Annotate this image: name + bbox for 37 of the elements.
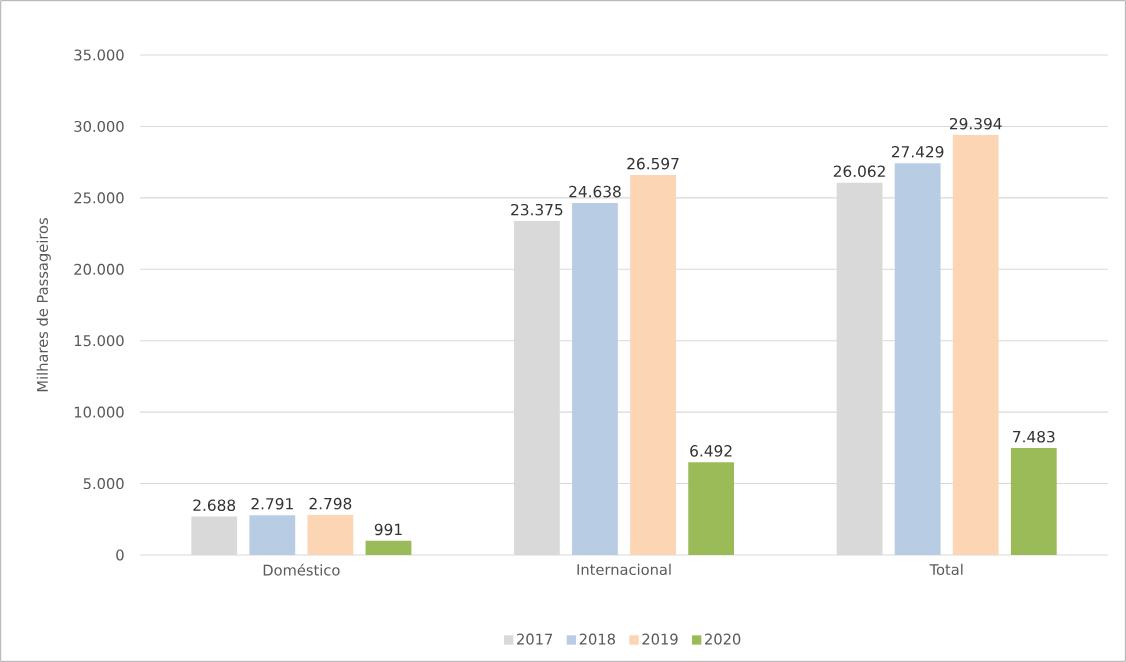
y-tick-label: 0 [116, 549, 124, 561]
bar [1010, 448, 1057, 555]
legend-label: 2017 [517, 633, 553, 645]
data-label: 2.791 [251, 497, 293, 510]
data-label: 6.492 [690, 445, 732, 457]
legend-label: 2019 [642, 633, 678, 645]
y-tick-label: 20.000 [74, 263, 124, 275]
y-tick-label: 10.000 [74, 406, 124, 418]
y-axis-title: Milhares de Passageiros [36, 218, 51, 392]
data-label: 27.429 [891, 145, 944, 158]
bar [630, 175, 676, 555]
x-tick-label: Internacional [577, 563, 671, 576]
data-label: 991 [374, 523, 402, 536]
bar [688, 462, 735, 555]
bar [952, 135, 999, 555]
legend-label: 2018 [579, 633, 615, 645]
bar [249, 515, 296, 555]
data-label: 26.062 [833, 165, 885, 178]
y-tick-label: 25.000 [74, 192, 124, 204]
y-tick-label: 5.000 [83, 478, 124, 490]
bar [894, 163, 941, 555]
x-tick-label: Doméstico [263, 563, 340, 576]
bar [572, 203, 618, 555]
data-label: 2.798 [309, 497, 352, 510]
data-label: 7.483 [1013, 430, 1055, 443]
legend-label: 2020 [705, 633, 741, 645]
data-label: 23.375 [511, 203, 563, 216]
data-label: 24.638 [569, 185, 621, 198]
y-tick-label: 15.000 [74, 335, 124, 347]
y-tick-label: 30.000 [74, 120, 124, 132]
data-label: 29.394 [950, 117, 1002, 130]
bar [365, 540, 412, 555]
x-tick-label: Total [929, 563, 963, 576]
bar [307, 515, 354, 555]
data-label: 2.688 [193, 499, 236, 511]
data-label: 26.597 [627, 157, 679, 170]
y-tick-label: 35.000 [74, 49, 124, 61]
